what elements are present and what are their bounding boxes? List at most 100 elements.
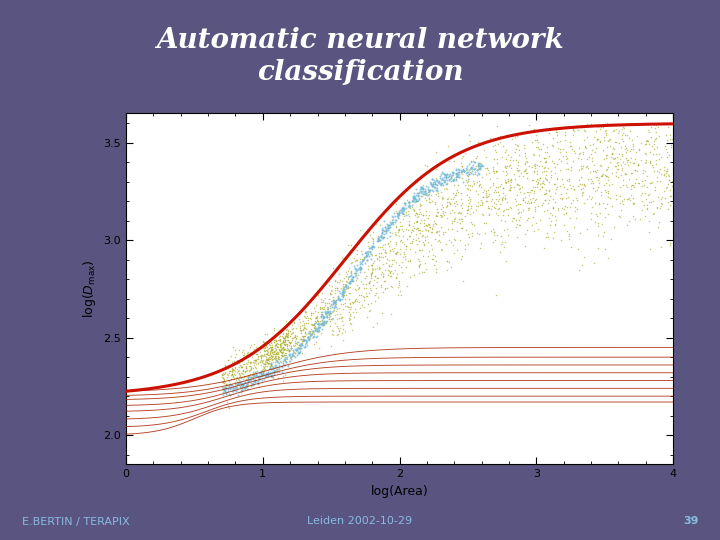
Point: [387, 218, 399, 226]
Point: [456, 162, 467, 171]
Point: [266, 342, 277, 351]
Point: [433, 179, 445, 188]
Point: [501, 225, 513, 233]
Point: [595, 188, 607, 197]
Point: [647, 141, 658, 150]
Point: [421, 222, 433, 231]
Point: [450, 170, 462, 178]
Point: [593, 176, 604, 185]
Point: [415, 246, 426, 255]
Point: [576, 164, 588, 172]
Point: [299, 332, 310, 340]
Point: [564, 214, 576, 222]
Point: [330, 277, 341, 286]
Point: [313, 326, 325, 335]
Point: [413, 237, 424, 245]
Point: [523, 161, 535, 170]
Point: [257, 369, 269, 378]
Point: [406, 197, 418, 205]
Point: [414, 262, 426, 271]
Point: [248, 359, 259, 367]
Point: [456, 166, 467, 175]
Point: [366, 271, 377, 280]
Point: [353, 264, 364, 273]
Point: [337, 305, 348, 313]
Point: [451, 166, 462, 174]
Point: [250, 377, 261, 386]
Point: [415, 210, 427, 218]
Point: [303, 329, 315, 338]
Point: [350, 286, 361, 294]
Point: [659, 166, 670, 175]
Point: [462, 230, 474, 238]
Point: [297, 334, 308, 343]
Point: [549, 198, 561, 206]
Point: [337, 292, 348, 300]
Point: [567, 195, 579, 204]
Point: [420, 181, 432, 190]
Point: [649, 124, 661, 133]
Point: [284, 356, 296, 365]
Point: [330, 284, 341, 292]
Point: [455, 167, 467, 176]
Point: [466, 163, 477, 172]
Point: [378, 217, 390, 225]
Point: [393, 277, 405, 286]
Point: [242, 370, 253, 379]
Point: [436, 179, 448, 187]
Point: [261, 354, 272, 363]
Point: [403, 198, 415, 207]
Point: [411, 217, 423, 225]
Point: [539, 173, 551, 182]
Point: [473, 161, 485, 170]
Point: [264, 340, 275, 348]
Point: [418, 187, 430, 196]
Point: [242, 384, 253, 393]
Point: [429, 180, 441, 188]
Point: [263, 369, 274, 378]
Point: [365, 286, 377, 295]
Point: [513, 141, 524, 150]
Point: [636, 206, 648, 214]
Point: [242, 375, 253, 384]
Point: [487, 167, 499, 176]
Point: [544, 125, 556, 134]
Point: [438, 193, 449, 202]
Point: [374, 232, 385, 241]
Point: [236, 348, 248, 357]
Point: [442, 172, 454, 181]
Point: [323, 295, 335, 303]
Point: [598, 227, 610, 236]
Point: [338, 287, 350, 296]
Point: [621, 221, 632, 230]
Point: [520, 230, 531, 238]
Point: [326, 286, 338, 295]
Point: [258, 364, 269, 373]
Point: [351, 267, 362, 275]
Point: [219, 377, 230, 386]
Point: [646, 198, 657, 206]
Point: [254, 372, 266, 381]
Point: [302, 340, 313, 349]
Point: [222, 401, 234, 410]
Point: [444, 176, 455, 185]
Point: [472, 161, 484, 170]
Point: [433, 178, 445, 187]
Point: [288, 340, 300, 349]
Point: [270, 348, 282, 357]
Point: [279, 335, 290, 344]
Point: [619, 145, 631, 153]
Point: [308, 329, 320, 338]
Point: [336, 312, 348, 321]
Point: [359, 253, 371, 262]
Point: [377, 228, 388, 237]
Point: [251, 349, 263, 358]
Point: [243, 373, 254, 382]
Point: [541, 233, 552, 242]
Point: [559, 202, 570, 211]
Point: [317, 320, 328, 329]
Point: [274, 340, 286, 348]
Point: [315, 320, 327, 328]
Point: [230, 374, 241, 382]
Point: [393, 279, 405, 287]
